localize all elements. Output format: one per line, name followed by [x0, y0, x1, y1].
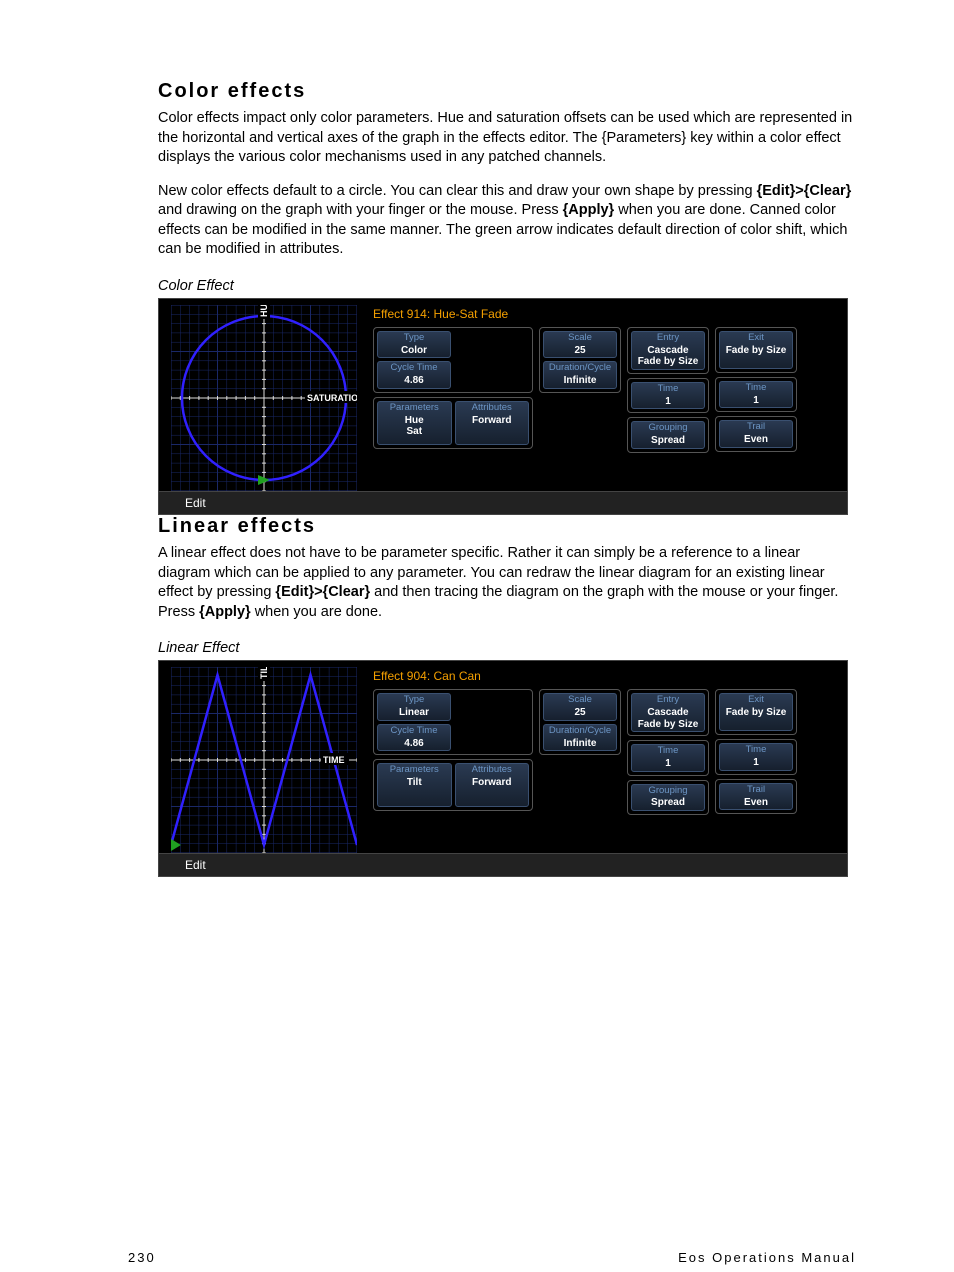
- edit-clear-key: {Edit}>{Clear}: [757, 183, 852, 199]
- apply-key: {Apply}: [563, 202, 615, 218]
- graph-color[interactable]: HUE SATURATION: [171, 305, 357, 491]
- svg-text:SATURATION: SATURATION: [307, 393, 357, 403]
- tile-type[interactable]: TypeLinear: [377, 693, 451, 720]
- tile-scale[interactable]: Scale25: [543, 693, 617, 720]
- caption-linear-effect: Linear Effect: [158, 640, 856, 656]
- tile-duration-cycle[interactable]: Duration/CycleInfinite: [543, 361, 617, 388]
- tile-time[interactable]: Time1: [719, 743, 793, 770]
- tiles-row: TypeLinear Cycle Time4.86 ParametersTiltA…: [373, 689, 841, 815]
- tiles-row: TypeColor Cycle Time4.86 ParametersHueSat…: [373, 327, 841, 453]
- effect-title: Effect 904: Can Can: [373, 669, 841, 683]
- tile-parameters[interactable]: ParametersHueSat: [377, 401, 452, 445]
- tile-entry[interactable]: EntryCascadeFade by Size: [631, 693, 705, 732]
- svg-text:TILT: TILT: [259, 667, 269, 679]
- svg-text:TIME: TIME: [323, 755, 345, 765]
- tile-time[interactable]: Time1: [631, 382, 705, 409]
- para-linear: A linear effect does not have to be para…: [158, 544, 856, 622]
- edit-clear-key: {Edit}>{Clear}: [275, 584, 370, 600]
- edit-button[interactable]: Edit: [159, 853, 847, 876]
- tile-scale[interactable]: Scale25: [543, 331, 617, 358]
- heading-linear-effects: Linear effects: [158, 515, 856, 538]
- screenshot-linear-effect: TILT TIME Effect 904: Can Can TypeLinear C…: [158, 660, 848, 877]
- tile-grouping[interactable]: GroupingSpread: [631, 421, 705, 448]
- page-number: 230: [128, 1250, 156, 1265]
- tile-grouping[interactable]: GroupingSpread: [631, 784, 705, 811]
- para-color-2: New color effects default to a circle. Y…: [158, 182, 856, 260]
- manual-title: Eos Operations Manual: [678, 1250, 856, 1265]
- tile-trail[interactable]: TrailEven: [719, 420, 793, 447]
- svg-text:HUE: HUE: [259, 305, 269, 317]
- graph-linear[interactable]: TILT TIME: [171, 667, 357, 853]
- tile-attributes[interactable]: AttributesForward: [455, 401, 530, 445]
- text: New color effects default to a circle. Y…: [158, 183, 757, 199]
- para-color-1: Color effects impact only color paramete…: [158, 109, 856, 168]
- tile-duration-cycle[interactable]: Duration/CycleInfinite: [543, 724, 617, 751]
- tile-type[interactable]: TypeColor: [377, 331, 451, 358]
- heading-color-effects: Color effects: [158, 80, 856, 103]
- tile-entry[interactable]: EntryCascadeFade by Size: [631, 331, 705, 370]
- graph-svg: HUE SATURATION: [171, 305, 357, 491]
- tile-parameters[interactable]: ParametersTilt: [377, 763, 452, 807]
- tile-cycle-time[interactable]: Cycle Time4.86: [377, 361, 451, 388]
- tile-time[interactable]: Time1: [631, 744, 705, 771]
- graph-svg: TILT TIME: [171, 667, 357, 853]
- screenshot-color-effect: HUE SATURATION Effect 914: Hue-Sat Fade T…: [158, 298, 848, 515]
- caption-color-effect: Color Effect: [158, 278, 856, 294]
- tile-cycle-time[interactable]: Cycle Time4.86: [377, 724, 451, 751]
- tile-exit[interactable]: ExitFade by Size: [719, 331, 793, 369]
- effect-title: Effect 914: Hue-Sat Fade: [373, 307, 841, 321]
- apply-key: {Apply}: [199, 604, 251, 620]
- tile-attributes[interactable]: AttributesForward: [455, 763, 530, 807]
- text: and drawing on the graph with your finge…: [158, 202, 563, 218]
- tile-trail[interactable]: TrailEven: [719, 783, 793, 810]
- tile-time[interactable]: Time1: [719, 381, 793, 408]
- tile-exit[interactable]: ExitFade by Size: [719, 693, 793, 731]
- text: when you are done.: [251, 604, 382, 620]
- edit-button[interactable]: Edit: [159, 491, 847, 514]
